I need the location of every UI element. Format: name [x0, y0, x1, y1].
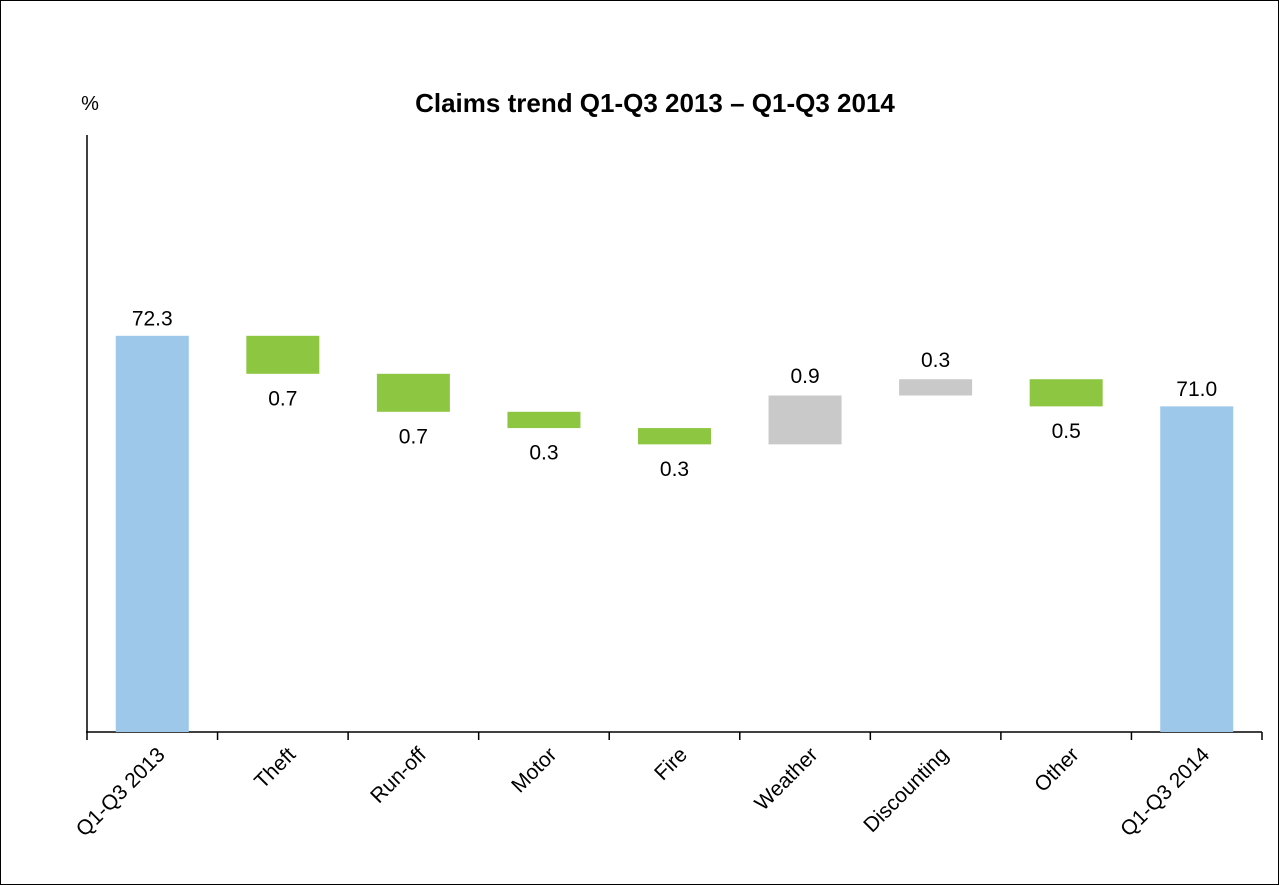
x-tick-label: Fire: [650, 743, 692, 785]
chart-title: Claims trend Q1-Q3 2013 – Q1-Q3 2014: [415, 88, 895, 118]
x-tick-label: Q1-Q3 2013: [72, 743, 170, 841]
y-axis-label: %: [81, 93, 99, 115]
bar: [638, 428, 711, 445]
bar: [1160, 406, 1234, 732]
bar: [768, 395, 842, 445]
value-label: 71.0: [1176, 378, 1217, 401]
bar: [246, 335, 320, 374]
x-tick-label: Discounting: [859, 743, 953, 837]
x-tick-label: Weather: [750, 743, 822, 815]
x-tick-label: Theft: [250, 743, 300, 793]
value-label: 0.7: [399, 425, 428, 448]
value-label: 0.7: [268, 387, 297, 410]
bar: [507, 411, 581, 429]
bar: [899, 379, 973, 396]
x-tick-label: Run-off: [366, 743, 431, 808]
value-label: 0.3: [921, 349, 950, 372]
value-label: 0.5: [1052, 420, 1081, 443]
bar: [1029, 379, 1103, 407]
value-label: 0.3: [529, 442, 558, 465]
x-tick-label: Q1-Q3 2014: [1116, 743, 1214, 841]
x-tick-label: Other: [1030, 743, 1083, 796]
value-label: 72.3: [132, 307, 173, 330]
bar: [115, 335, 189, 732]
bar: [376, 373, 450, 412]
x-tick-label: Motor: [507, 743, 561, 797]
value-label: 0.9: [790, 365, 819, 388]
value-label: 0.3: [660, 458, 689, 481]
